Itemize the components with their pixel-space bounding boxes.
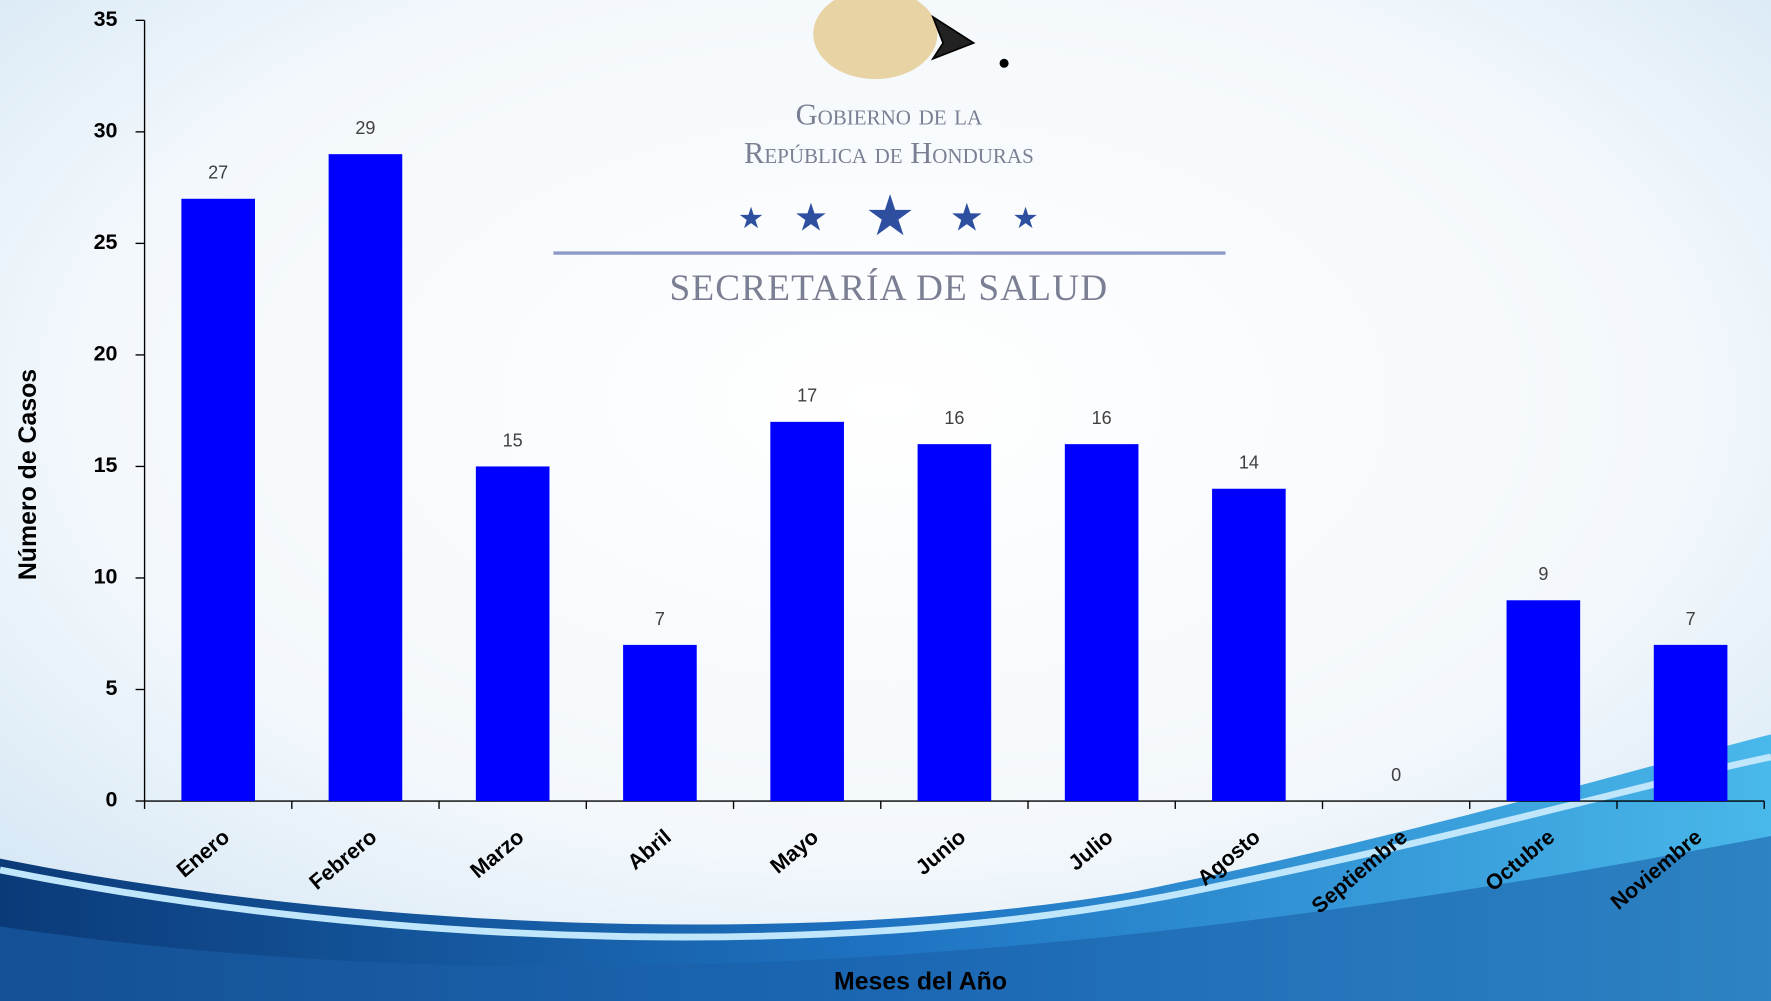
bar [623, 645, 697, 801]
logo-line: República de Honduras [744, 136, 1034, 170]
logo-line: SECRETARÍA DE SALUD [670, 267, 1109, 309]
value-label: 29 [355, 118, 375, 138]
y-tick-label: 30 [94, 119, 118, 143]
bar [1654, 645, 1728, 801]
value-label: 17 [797, 386, 817, 406]
svg-text:★: ★ [794, 196, 828, 239]
y-tick-label: 35 [94, 7, 118, 31]
bullet-dot [1000, 59, 1009, 68]
y-tick-label: 20 [94, 342, 118, 366]
x-axis-title: Meses del Año [834, 968, 1007, 995]
value-label: 14 [1239, 453, 1259, 473]
svg-text:★: ★ [865, 184, 916, 247]
value-label: 27 [208, 163, 228, 183]
value-label: 7 [655, 609, 665, 629]
logo-line: Gobierno de la [796, 97, 983, 131]
bar [770, 422, 844, 801]
bar [329, 154, 403, 801]
y-tick-label: 25 [94, 230, 118, 254]
bar [1212, 489, 1286, 801]
bar [1065, 444, 1139, 801]
bar [181, 199, 255, 801]
svg-text:★: ★ [738, 202, 764, 235]
svg-text:★: ★ [950, 196, 984, 239]
y-tick-label: 0 [106, 788, 118, 812]
value-label: 16 [1092, 408, 1112, 428]
value-label: 9 [1538, 564, 1548, 584]
y-tick-label: 5 [106, 676, 118, 700]
y-tick-label: 15 [94, 453, 118, 477]
bar [476, 466, 550, 801]
chart: Gobierno de la República de Honduras ★ ★… [0, 0, 1771, 1001]
bar [1507, 600, 1581, 801]
value-label: 0 [1391, 765, 1401, 785]
value-label: 7 [1686, 609, 1696, 629]
value-label: 15 [503, 430, 523, 450]
y-axis-title: Número de Casos [15, 369, 42, 580]
y-tick-label: 10 [94, 565, 118, 589]
bar [918, 444, 992, 801]
value-label: 16 [944, 408, 964, 428]
svg-text:★: ★ [1012, 202, 1038, 235]
